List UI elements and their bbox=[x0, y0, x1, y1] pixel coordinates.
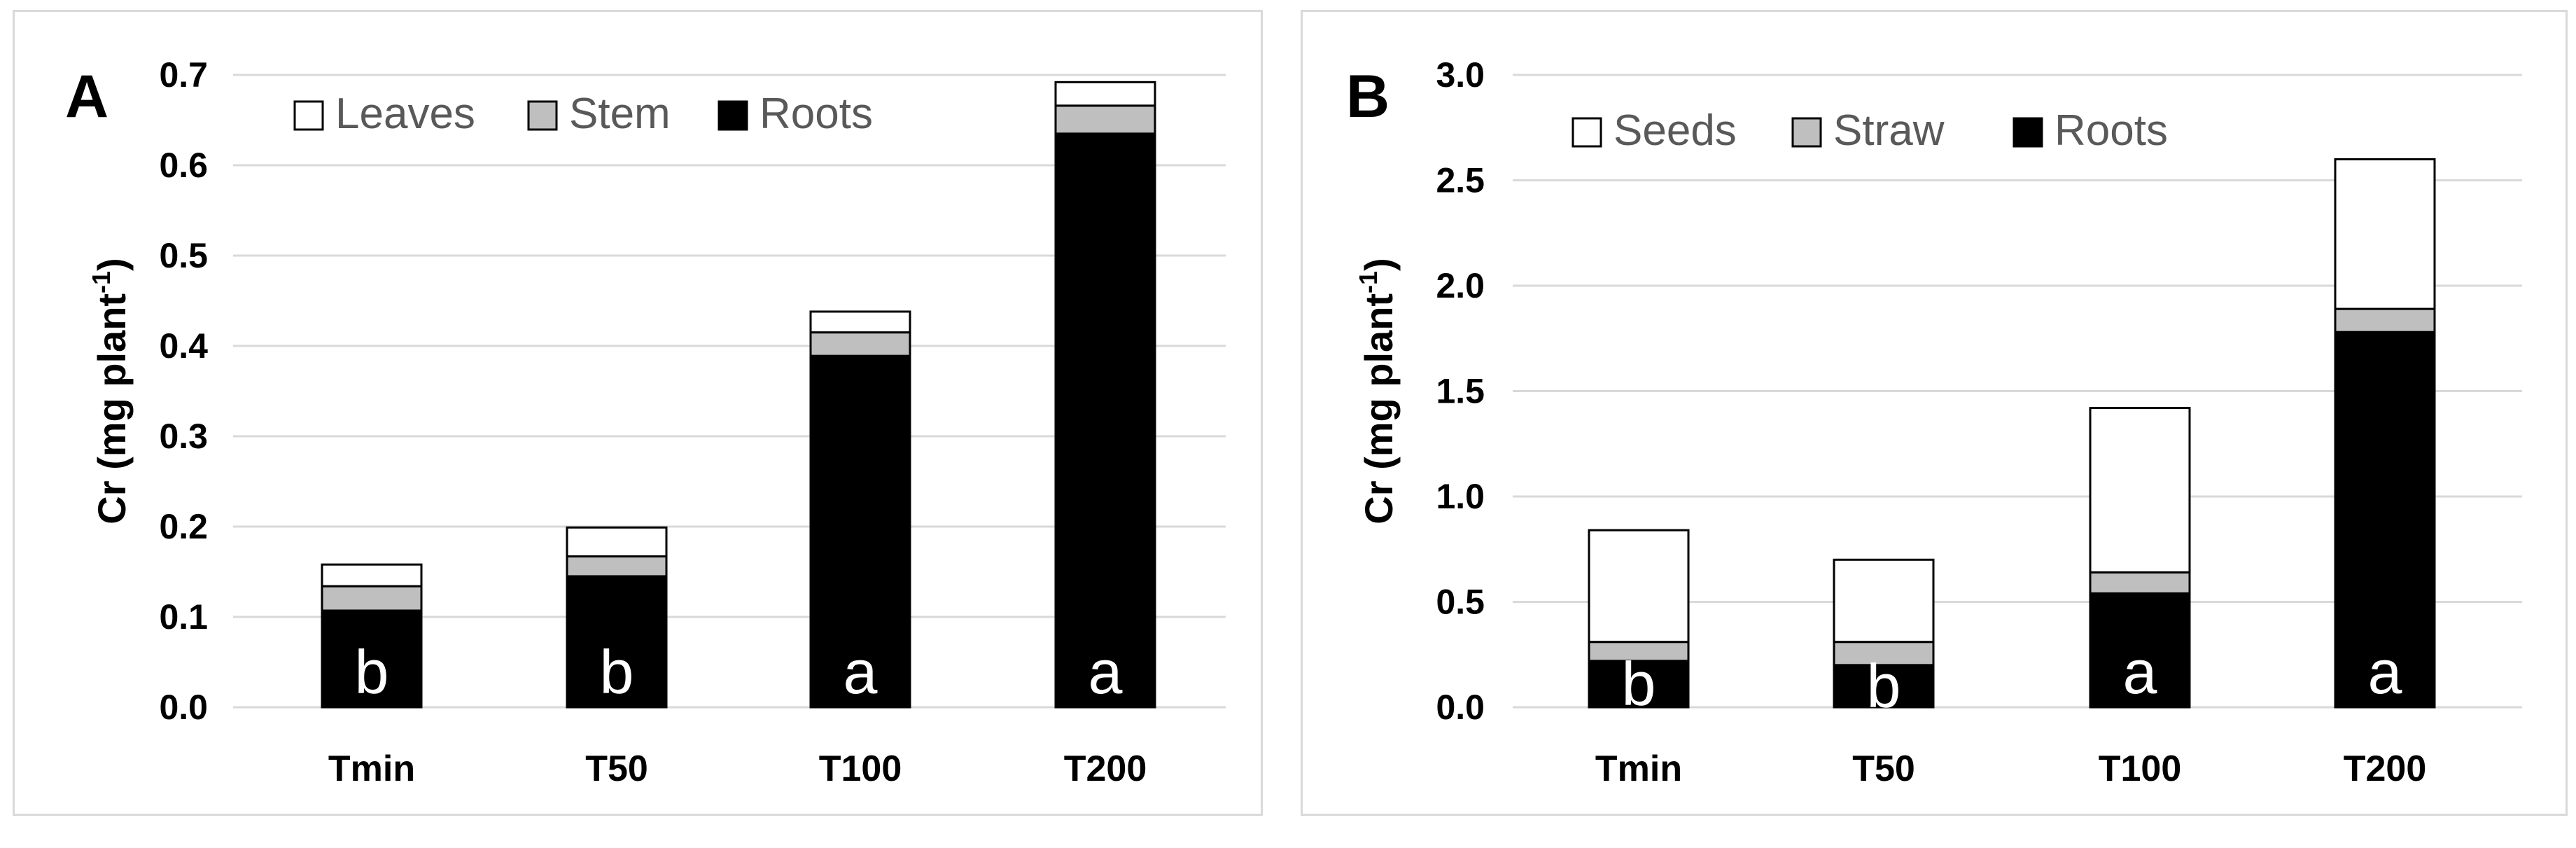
bar-seeds-t200 bbox=[2334, 158, 2436, 310]
significance-label: a bbox=[2123, 637, 2157, 707]
y-tick-label: 0.0 bbox=[1436, 688, 1485, 727]
x-category-label: Tmin bbox=[1595, 749, 1682, 789]
x-category-label: T200 bbox=[2344, 749, 2427, 789]
y-axis-label-main: Cr (mg plant bbox=[1357, 293, 1401, 524]
bar-leaves-t200 bbox=[1054, 81, 1156, 107]
bar-roots-tmin bbox=[321, 609, 423, 709]
bar-seeds-t100 bbox=[2089, 407, 2191, 574]
bar-roots-tmin bbox=[1588, 660, 1690, 709]
bar-roots-t100 bbox=[809, 354, 911, 709]
legend-label-straw: Straw bbox=[1833, 106, 1945, 155]
bar-leaves-t100 bbox=[809, 310, 911, 334]
y-tick-label: 0.0 bbox=[159, 688, 208, 727]
chart-panel-a: A 0.0 0.1 0.2 0.3 0.4 0.5 0.6 0.7 Cr (mg plant-1)… bbox=[13, 10, 1263, 816]
bar-straw-tmin bbox=[1588, 641, 1690, 662]
y-tick-label: 2.5 bbox=[1436, 161, 1485, 200]
chart-a-svg: A 0.0 0.1 0.2 0.3 0.4 0.5 0.6 0.7 Cr (mg plant-1)… bbox=[65, 55, 1226, 789]
legend-swatch-seeds bbox=[1572, 117, 1602, 148]
bar-straw-t100 bbox=[2089, 571, 2191, 595]
panel-label: B bbox=[1346, 63, 1390, 130]
y-tick-label: 0.2 bbox=[159, 507, 208, 546]
y-tick-label: 0.6 bbox=[159, 146, 208, 185]
chart-panel-b: B 0.0 0.5 1.0 1.5 2.0 2.5 3.0 Cr (mg plant-1) b Tm… bbox=[1301, 10, 2568, 816]
y-tick-label: 0.5 bbox=[159, 236, 208, 275]
legend-label-leaves: Leaves bbox=[335, 90, 475, 138]
x-category-label: T50 bbox=[1852, 749, 1915, 789]
y-axis-label-close: ) bbox=[1357, 258, 1401, 271]
significance-label: b bbox=[355, 637, 389, 707]
significance-label: b bbox=[1622, 649, 1656, 718]
y-tick-label: 0.1 bbox=[159, 597, 208, 637]
significance-label: a bbox=[1088, 637, 1123, 707]
bar-stem-t50 bbox=[566, 555, 668, 578]
x-category-label: T100 bbox=[819, 749, 902, 789]
bar-roots-t200 bbox=[1054, 132, 1156, 709]
panel-label: A bbox=[65, 63, 108, 130]
legend-label-stem: Stem bbox=[569, 90, 671, 138]
x-category-label: T200 bbox=[1064, 749, 1147, 789]
chart-b-svg: B 0.0 0.5 1.0 1.5 2.0 2.5 3.0 Cr (mg plant-1) b Tm… bbox=[1346, 55, 2522, 789]
y-tick-label: 0.4 bbox=[159, 326, 208, 366]
y-axis-label-main: Cr (mg plant bbox=[90, 293, 134, 524]
legend-label-roots: Roots bbox=[760, 90, 873, 138]
bar-roots-t100 bbox=[2089, 592, 2191, 709]
y-tick-label: 3.0 bbox=[1436, 55, 1485, 95]
y-tick-label: 2.0 bbox=[1436, 266, 1485, 305]
legend-swatch-stem bbox=[527, 100, 558, 131]
x-category-label: T50 bbox=[585, 749, 648, 789]
bar-leaves-tmin bbox=[321, 563, 423, 588]
legend-swatch-roots bbox=[718, 100, 748, 131]
bar-straw-t200 bbox=[2334, 307, 2436, 333]
y-axis-label-superscript: -1 bbox=[87, 271, 115, 293]
y-tick-label: 0.3 bbox=[159, 417, 208, 456]
significance-label: a bbox=[2368, 637, 2402, 707]
legend-swatch-leaves bbox=[293, 100, 324, 131]
bar-roots-t200 bbox=[2334, 331, 2436, 709]
y-tick-label: 0.5 bbox=[1436, 583, 1485, 622]
bar-seeds-tmin bbox=[1588, 529, 1690, 644]
y-tick-label: 0.7 bbox=[159, 55, 208, 95]
legend-label-roots: Roots bbox=[2054, 106, 2168, 155]
y-axis-label: Cr (mg plant-1) bbox=[1354, 258, 1401, 524]
x-category-label: T100 bbox=[2099, 749, 2182, 789]
legend-label-seeds: Seeds bbox=[1614, 106, 1737, 155]
legend-swatch-roots bbox=[2012, 117, 2043, 148]
bar-stem-tmin bbox=[321, 585, 423, 612]
significance-label: a bbox=[844, 637, 878, 707]
bar-leaves-t50 bbox=[566, 526, 668, 558]
bar-stem-t200 bbox=[1054, 104, 1156, 135]
bar-roots-t50 bbox=[566, 575, 668, 709]
x-category-label: Tmin bbox=[328, 749, 415, 789]
y-axis-label: Cr (mg plant-1) bbox=[87, 258, 134, 524]
significance-label: b bbox=[1867, 651, 1901, 721]
y-axis-label-close: ) bbox=[90, 258, 134, 271]
y-axis-label-superscript: -1 bbox=[1354, 271, 1382, 293]
significance-label: b bbox=[600, 637, 634, 707]
bar-roots-t50 bbox=[1833, 664, 1935, 709]
y-tick-label: 1.0 bbox=[1436, 477, 1485, 516]
bar-stem-t100 bbox=[809, 331, 911, 357]
bar-seeds-t50 bbox=[1833, 558, 1935, 644]
y-tick-label: 1.5 bbox=[1436, 372, 1485, 411]
legend-swatch-straw bbox=[1791, 117, 1822, 148]
